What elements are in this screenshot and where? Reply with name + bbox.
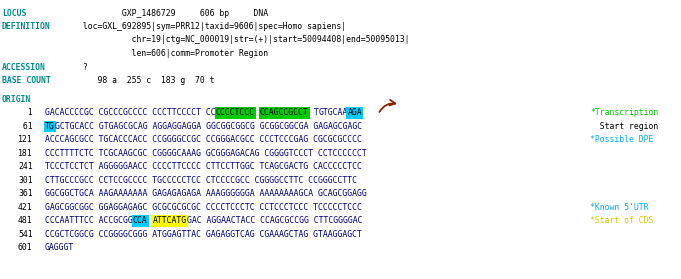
Text: len=606|comm=Promoter Region: len=606|comm=Promoter Region: [78, 49, 268, 58]
Text: 361: 361: [18, 189, 33, 198]
Text: 98 a  255 c  183 g  70 t: 98 a 255 c 183 g 70 t: [78, 76, 215, 85]
Text: ACCCAGCGCC TGCACCCACC CCGGGGCCGC CCGGGACGCC CCCTCCCGAG CGCGCGCCCC: ACCCAGCGCC TGCACCCACC CCGGGGCCGC CCGGGAC…: [45, 135, 362, 145]
Text: ACCESSION: ACCESSION: [2, 62, 46, 71]
Text: 1: 1: [18, 109, 33, 117]
Text: 181: 181: [18, 149, 33, 158]
Text: loc=GXL_692895|sym=PRR12|taxid=9606|spec=Homo sapiens|: loc=GXL_692895|sym=PRR12|taxid=9606|spec…: [78, 22, 346, 31]
Text: TG: TG: [45, 122, 54, 131]
Text: LOCUS: LOCUS: [2, 8, 27, 18]
Text: *Transcription: *Transcription: [590, 109, 659, 117]
Text: ORIGIN: ORIGIN: [2, 95, 31, 104]
Text: CCAGCCGCCT: CCAGCCGCCT: [259, 109, 308, 117]
Text: 541: 541: [18, 230, 33, 239]
Text: GCTGCACC GTGAGCGCAG AGGAGGAGGA GGCGGCGGCG GCGGCGGCGA GAGAGCGAGC: GCTGCACC GTGAGCGCAG AGGAGGAGGA GGCGGCGGC…: [54, 122, 362, 131]
Text: DEFINITION: DEFINITION: [2, 22, 51, 31]
Text: 301: 301: [18, 176, 33, 185]
Text: CCGCTCGGCG CCGGGGCGGG ATGGAGTTAC GAGAGGTCAG CGAAAGCTAG GTAAGGAGCT: CCGCTCGGCG CCGGGGCGGG ATGGAGTTAC GAGAGGT…: [45, 230, 362, 239]
Text: ATTCATG: ATTCATG: [153, 217, 187, 225]
Text: 601: 601: [18, 243, 33, 252]
Text: Start region: Start region: [590, 122, 659, 131]
Text: T: T: [308, 109, 318, 117]
Text: 481: 481: [18, 217, 33, 225]
Text: *Start of CDS: *Start of CDS: [590, 217, 653, 225]
Text: GAGCGGCGGC GGAGGAGAGC GCGCGCGCGC CCCCTCCCTC CCTCCCTCCC TCCCCCTCCC: GAGCGGCGGC GGAGGAGAGC GCGCGCGCGC CCCCTCC…: [45, 203, 362, 212]
Text: CCCAATTTCC ACCGCGG: CCCAATTTCC ACCGCGG: [45, 217, 133, 225]
Text: CCCCTCCC: CCCCTCCC: [216, 109, 255, 117]
Text: BASE COUNT: BASE COUNT: [2, 76, 51, 85]
Text: 241: 241: [18, 162, 33, 171]
Text: *Possible DPE: *Possible DPE: [590, 135, 653, 145]
Text: CTTGCCCGCC CCTCCGCCCC TGCCCCCTCC CTCCCCGCC CGGGGCCTTC CCGGGCCTTC: CTTGCCCGCC CCTCCGCCCC TGCCCCCTCC CTCCCCG…: [45, 176, 357, 185]
Text: AGA: AGA: [347, 109, 362, 117]
Text: 121: 121: [18, 135, 33, 145]
Text: CCCTTTTCTC TCGCAAGCGC CGGGGCAAAG GCGGGAGACAG CGGGGTCCCT CCTCCCCCCT: CCCTTTTCTC TCGCAAGCGC CGGGGCAAAG GCGGGAG…: [45, 149, 367, 158]
Text: 421: 421: [18, 203, 33, 212]
Text: TCCCTCCTCT AGGGGGAACC CCCCTTCCCC CTTCCTTGGC TCAGCGACTG CACCCCCTCC: TCCCTCCTCT AGGGGGAACC CCCCTTCCCC CTTCCTT…: [45, 162, 362, 171]
Text: GAGGGT: GAGGGT: [45, 243, 74, 252]
Text: GAC AGGAACTACC CCAGCGCCGG CTTCGGGGAC: GAC AGGAACTACC CCAGCGCCGG CTTCGGGGAC: [187, 217, 362, 225]
Text: 61: 61: [18, 122, 33, 131]
Text: *Known 5'UTR: *Known 5'UTR: [590, 203, 648, 212]
Text: GTGCAA: GTGCAA: [318, 109, 347, 117]
Text: CCA: CCA: [133, 217, 148, 225]
Text: GACACCCCGC CGCCCGCCCC CCCTTCCCCT CC: GACACCCCGC CGCCCGCCCC CCCTTCCCCT CC: [45, 109, 216, 117]
Text: GXP_1486729     606 bp     DNA: GXP_1486729 606 bp DNA: [78, 8, 268, 18]
Text: chr=19|ctg=NC_000019|str=(+)|start=50094408|end=50095013|: chr=19|ctg=NC_000019|str=(+)|start=50094…: [78, 35, 409, 44]
Text: GGCGGCTGCA AAGAAAAAAA GAGAGAGAGA AAAGGGGGGA AAAAAAAAGCA GCAGCGGAGG: GGCGGCTGCA AAGAAAAAAA GAGAGAGAGA AAAGGGG…: [45, 189, 367, 198]
Text: ?: ?: [78, 62, 88, 71]
